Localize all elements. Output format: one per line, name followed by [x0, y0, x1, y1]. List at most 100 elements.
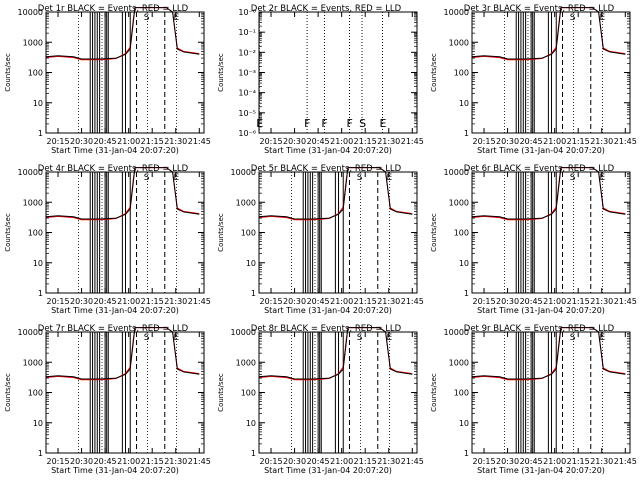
panel-6-x-tick-label-7: 21:45 — [614, 297, 637, 306]
panel-7-x-tick-label-7: 21:45 — [188, 457, 211, 466]
panel-2-x-tick-label-7: 21:45 — [401, 137, 424, 146]
panel-3-x-tick-label-6: 21:30 — [590, 137, 613, 146]
panel-7-x-tick-label-6: 21:30 — [164, 457, 187, 466]
panel-5-x-tick-label-1: 20:15 — [260, 297, 283, 306]
panel-5-x-tick-label-4: 21:00 — [330, 297, 353, 306]
panel-3-x-axis-label: Start Time (31-Jan-04 20:07:20) — [477, 146, 605, 155]
panel-4-y-tick-label-2: 10 — [33, 259, 43, 268]
panel-2-y-tick-label-6: 10⁻¹ — [238, 28, 256, 37]
panel-1-y-tick-label-1: 1 — [38, 129, 43, 138]
panel-9-marker-letter-e: E — [600, 333, 606, 343]
panel-6-x-axis-label: Start Time (31-Jan-04 20:07:20) — [477, 306, 605, 315]
panel-9-y-tick-label-4: 1000 — [449, 358, 469, 367]
panel-1-x-axis-label: Start Time (31-Jan-04 20:07:20) — [51, 146, 179, 155]
panel-2-letter-marker-6: E — [379, 117, 386, 130]
panel-4-x-tick-label-7: 21:45 — [188, 297, 211, 306]
panel-3-y-tick-label-5: 10000 — [444, 8, 469, 17]
panel-8-series-events-line — [258, 327, 413, 380]
panel-8-x-tick-label-1: 20:15 — [260, 457, 283, 466]
panel-3-y-tick-label-3: 100 — [454, 69, 469, 78]
panel-1-title: Det 1r BLACK = Events, RED = LLD — [38, 4, 189, 14]
panel-3-y-tick-label-4: 1000 — [449, 38, 469, 47]
panel-5-y-tick-label-3: 100 — [241, 229, 256, 238]
panel-8-marker-letter-s: S — [357, 333, 363, 343]
panel-8-marker-letter-e: E — [387, 333, 393, 343]
panel-2-letter-marker-2: F — [304, 117, 310, 130]
panel-2-x-tick-label-6: 21:30 — [377, 137, 400, 146]
panel-5-y-tick-label-1: 1 — [251, 289, 256, 298]
panel-3-series-events-line — [471, 7, 626, 60]
panel-8-y-axis-label: Counts/sec — [217, 373, 225, 412]
panel-6-title: Det 6r BLACK = Events, RED = LLD — [464, 164, 615, 174]
panel-6-x-tick-label-4: 21:00 — [543, 297, 566, 306]
panel-6-series-events-line — [471, 167, 626, 220]
panel-7-y-tick-label-4: 1000 — [23, 358, 43, 367]
panel-7-axes-frame — [45, 331, 205, 454]
panel-5-x-tick-label-7: 21:45 — [401, 297, 424, 306]
panel-1-y-tick-label-4: 1000 — [23, 38, 43, 47]
panel-9-x-tick-label-6: 21:30 — [590, 457, 613, 466]
panel-1-x-tick-label-2: 20:30 — [70, 137, 93, 146]
panel-5-marker-letter-e: E — [387, 173, 393, 183]
panel-6-x-tick-label-1: 20:15 — [473, 297, 496, 306]
panel-4-x-tick-label-5: 21:15 — [141, 297, 164, 306]
panel-1-x-tick-label-3: 20:45 — [94, 137, 117, 146]
panel-4-x-tick-label-1: 20:15 — [47, 297, 70, 306]
panel-1-y-tick-label-3: 100 — [28, 69, 43, 78]
panel-4-x-tick-label-3: 20:45 — [94, 297, 117, 306]
panel-3-x-tick-label-3: 20:45 — [520, 137, 543, 146]
panel-6-axes-frame — [471, 171, 631, 294]
panel-1-x-tick-label-7: 21:45 — [188, 137, 211, 146]
panel-6-y-axis-label: Counts/sec — [430, 213, 438, 252]
panel-7-x-tick-label-2: 20:30 — [70, 457, 93, 466]
panel-8-x-tick-label-2: 20:30 — [283, 457, 306, 466]
panel-8-x-tick-label-4: 21:00 — [330, 457, 353, 466]
panel-1-x-tick-label-6: 21:30 — [164, 137, 187, 146]
panel-2-x-tick-label-3: 20:45 — [307, 137, 330, 146]
panel-1-axes-frame — [45, 11, 205, 134]
panel-9-marker-letter-s: S — [570, 333, 576, 343]
panel-4-x-axis-label: Start Time (31-Jan-04 20:07:20) — [51, 306, 179, 315]
panel-7-x-axis-label: Start Time (31-Jan-04 20:07:20) — [51, 466, 179, 475]
panel-8-x-tick-label-6: 21:30 — [377, 457, 400, 466]
panel-6-y-tick-label-5: 10000 — [444, 168, 469, 177]
panel-4-axes-frame — [45, 171, 205, 294]
panel-2-letter-marker-3: F — [321, 117, 327, 130]
panel-5-y-axis-label: Counts/sec — [217, 213, 225, 252]
panel-7-x-tick-label-1: 20:15 — [47, 457, 70, 466]
panel-2-x-tick-label-2: 20:30 — [283, 137, 306, 146]
panel-7-x-tick-label-3: 20:45 — [94, 457, 117, 466]
panel-9-x-tick-label-5: 21:15 — [567, 457, 590, 466]
panel-9-x-axis-label: Start Time (31-Jan-04 20:07:20) — [477, 466, 605, 475]
panel-9-x-tick-label-1: 20:15 — [473, 457, 496, 466]
panel-2-y-tick-label-4: 10⁻³ — [238, 69, 256, 78]
panel-4-y-tick-label-1: 1 — [38, 289, 43, 298]
panel-7-y-axis-label: Counts/sec — [4, 373, 12, 412]
panel-3-x-tick-label-7: 21:45 — [614, 137, 637, 146]
panel-2-axes-frame — [258, 11, 418, 134]
panel-2-title: Det 2r BLACK = Events, RED = LLD — [251, 4, 402, 14]
panel-6-y-tick-label-3: 100 — [454, 229, 469, 238]
panel-1-y-tick-label-2: 10 — [33, 99, 43, 108]
panel-1-x-tick-label-5: 21:15 — [141, 137, 164, 146]
panel-4-y-tick-label-4: 1000 — [23, 198, 43, 207]
panel-7-x-tick-label-4: 21:00 — [117, 457, 140, 466]
panel-1-y-axis-label: Counts/sec — [4, 53, 12, 92]
panel-8-x-tick-label-5: 21:15 — [354, 457, 377, 466]
panel-6-y-tick-label-2: 10 — [459, 259, 469, 268]
panel-8-y-tick-label-2: 10 — [246, 419, 256, 428]
panel-9-y-tick-label-3: 100 — [454, 389, 469, 398]
panel-3-x-tick-label-5: 21:15 — [567, 137, 590, 146]
panel-8-x-axis-label: Start Time (31-Jan-04 20:07:20) — [264, 466, 392, 475]
panel-7-y-tick-label-2: 10 — [33, 419, 43, 428]
panel-1-x-tick-label-1: 20:15 — [47, 137, 70, 146]
panel-7-title: Det 7r BLACK = Events, RED = LLD — [38, 324, 189, 334]
panel-5-x-tick-label-5: 21:15 — [354, 297, 377, 306]
panel-2-y-tick-label-5: 10⁻² — [238, 48, 256, 57]
panel-2-x-axis-label: Start Time (31-Jan-04 20:07:20) — [264, 146, 392, 155]
panel-2-letter-marker-4: F — [347, 117, 353, 130]
panel-6-y-tick-label-4: 1000 — [449, 198, 469, 207]
panel-4-marker-letter-e: E — [174, 173, 180, 183]
panel-9-x-tick-label-4: 21:00 — [543, 457, 566, 466]
